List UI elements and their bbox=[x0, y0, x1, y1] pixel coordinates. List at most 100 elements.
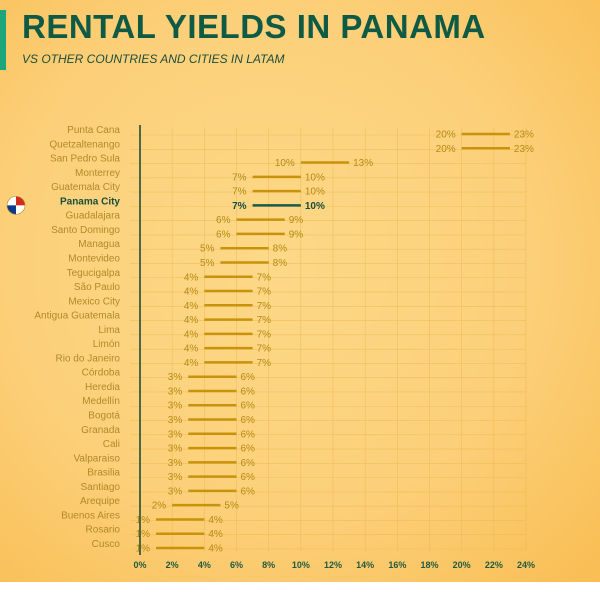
min-value-label: 6% bbox=[216, 229, 231, 240]
max-value-label: 10% bbox=[305, 172, 325, 183]
min-value-label: 20% bbox=[436, 130, 456, 141]
city-label: Lima bbox=[98, 325, 120, 336]
min-value-label: 7% bbox=[232, 201, 247, 212]
max-value-label: 6% bbox=[241, 372, 256, 383]
city-label: Heredia bbox=[85, 382, 120, 393]
max-value-label: 10% bbox=[305, 201, 325, 212]
max-value-label: 6% bbox=[241, 458, 256, 469]
city-label: Santo Domingo bbox=[51, 225, 120, 236]
x-tick-label: 4% bbox=[198, 560, 211, 570]
min-value-label: 3% bbox=[168, 429, 183, 440]
max-value-label: 7% bbox=[257, 329, 272, 340]
min-value-label: 4% bbox=[184, 272, 199, 283]
min-value-label: 3% bbox=[168, 458, 183, 469]
min-value-label: 2% bbox=[152, 501, 167, 512]
max-value-label: 6% bbox=[241, 401, 256, 412]
city-label: São Paulo bbox=[74, 282, 121, 293]
min-value-label: 4% bbox=[184, 329, 199, 340]
x-tick-label: 8% bbox=[262, 560, 275, 570]
city-label: Guatemala City bbox=[51, 182, 120, 193]
max-value-label: 6% bbox=[241, 472, 256, 483]
chart-subtitle: VS OTHER COUNTRIES AND CITIES IN LATAM bbox=[22, 52, 285, 66]
min-value-label: 4% bbox=[184, 287, 199, 298]
city-label: Córdoba bbox=[82, 368, 121, 379]
max-value-label: 7% bbox=[257, 301, 272, 312]
min-value-label: 7% bbox=[232, 172, 247, 183]
max-value-label: 6% bbox=[241, 444, 256, 455]
x-tick-label: 12% bbox=[324, 560, 342, 570]
min-value-label: 5% bbox=[200, 244, 215, 255]
min-value-label: 3% bbox=[168, 386, 183, 397]
city-label: Quetzaltenango bbox=[49, 139, 120, 150]
min-value-label: 7% bbox=[232, 187, 247, 198]
city-label: Montevideo bbox=[68, 253, 120, 264]
x-tick-label: 20% bbox=[453, 560, 471, 570]
accent-bar bbox=[0, 10, 6, 70]
city-label: Santiago bbox=[81, 482, 121, 493]
city-label: Valparaiso bbox=[73, 453, 120, 464]
city-label: Mexico City bbox=[68, 296, 120, 307]
city-label: Bogotá bbox=[88, 411, 120, 422]
min-value-label: 4% bbox=[184, 315, 199, 326]
x-tick-label: 16% bbox=[388, 560, 406, 570]
max-value-label: 23% bbox=[514, 130, 534, 141]
max-value-label: 9% bbox=[289, 215, 304, 226]
max-value-label: 7% bbox=[257, 315, 272, 326]
x-tick-label: 6% bbox=[230, 560, 243, 570]
city-label: Panama City bbox=[60, 196, 120, 207]
min-value-label: 3% bbox=[168, 401, 183, 412]
min-value-label: 6% bbox=[216, 215, 231, 226]
x-tick-label: 2% bbox=[166, 560, 179, 570]
x-tick-label: 14% bbox=[356, 560, 374, 570]
city-label: Managua bbox=[78, 239, 120, 250]
max-value-label: 7% bbox=[257, 272, 272, 283]
x-tick-label: 18% bbox=[420, 560, 438, 570]
max-value-label: 4% bbox=[208, 544, 223, 555]
city-label: Cusco bbox=[92, 539, 121, 550]
max-value-label: 6% bbox=[241, 429, 256, 440]
max-value-label: 10% bbox=[305, 187, 325, 198]
poster-background: RENTAL YIELDS IN PANAMA VS OTHER COUNTRI… bbox=[0, 0, 600, 582]
range-chart: 0% 2% 4% 6% 8% 10% 12% 14% 16% 18% 20% 22% 24% Punta … bbox=[6, 125, 535, 570]
min-value-label: 5% bbox=[200, 258, 215, 269]
city-label: Antigua Guatemala bbox=[34, 311, 120, 322]
min-value-label: 10% bbox=[275, 158, 295, 169]
min-value-label: 3% bbox=[168, 486, 183, 497]
x-tick-label: 24% bbox=[517, 560, 535, 570]
city-label: Rosario bbox=[86, 525, 121, 536]
chart-title: RENTAL YIELDS IN PANAMA bbox=[22, 8, 486, 45]
min-value-label: 3% bbox=[168, 444, 183, 455]
min-value-label: 3% bbox=[168, 415, 183, 426]
max-value-label: 6% bbox=[241, 486, 256, 497]
city-label: Tegucigalpa bbox=[67, 268, 121, 279]
city-label: Cali bbox=[103, 439, 120, 450]
max-value-label: 4% bbox=[208, 529, 223, 540]
max-value-label: 7% bbox=[257, 287, 272, 298]
x-tick-label: 0% bbox=[133, 560, 146, 570]
flag-quadrant bbox=[7, 196, 16, 206]
min-value-label: 4% bbox=[184, 358, 199, 369]
max-value-label: 9% bbox=[289, 229, 304, 240]
min-value-label: 20% bbox=[436, 144, 456, 155]
max-value-label: 5% bbox=[224, 501, 239, 512]
min-value-label: 1% bbox=[136, 544, 151, 555]
min-value-label: 3% bbox=[168, 472, 183, 483]
x-tick-label: 22% bbox=[485, 560, 503, 570]
flag-quadrant bbox=[7, 205, 16, 215]
city-label: Brasilia bbox=[87, 468, 120, 479]
flag-border bbox=[6, 196, 26, 215]
city-label: Rio do Janeiro bbox=[56, 353, 121, 364]
max-value-label: 13% bbox=[353, 158, 373, 169]
min-value-label: 1% bbox=[136, 515, 151, 526]
flag-quadrant bbox=[16, 205, 25, 215]
min-value-label: 3% bbox=[168, 372, 183, 383]
city-label: Punta Cana bbox=[67, 125, 120, 136]
max-value-label: 6% bbox=[241, 415, 256, 426]
max-value-label: 7% bbox=[257, 344, 272, 355]
city-label: Arequipe bbox=[80, 496, 120, 507]
max-value-label: 6% bbox=[241, 386, 256, 397]
city-label: Buenos Aires bbox=[61, 510, 120, 521]
min-value-label: 1% bbox=[136, 529, 151, 540]
flag-quadrant bbox=[16, 196, 25, 206]
city-label: Medellín bbox=[82, 396, 120, 407]
